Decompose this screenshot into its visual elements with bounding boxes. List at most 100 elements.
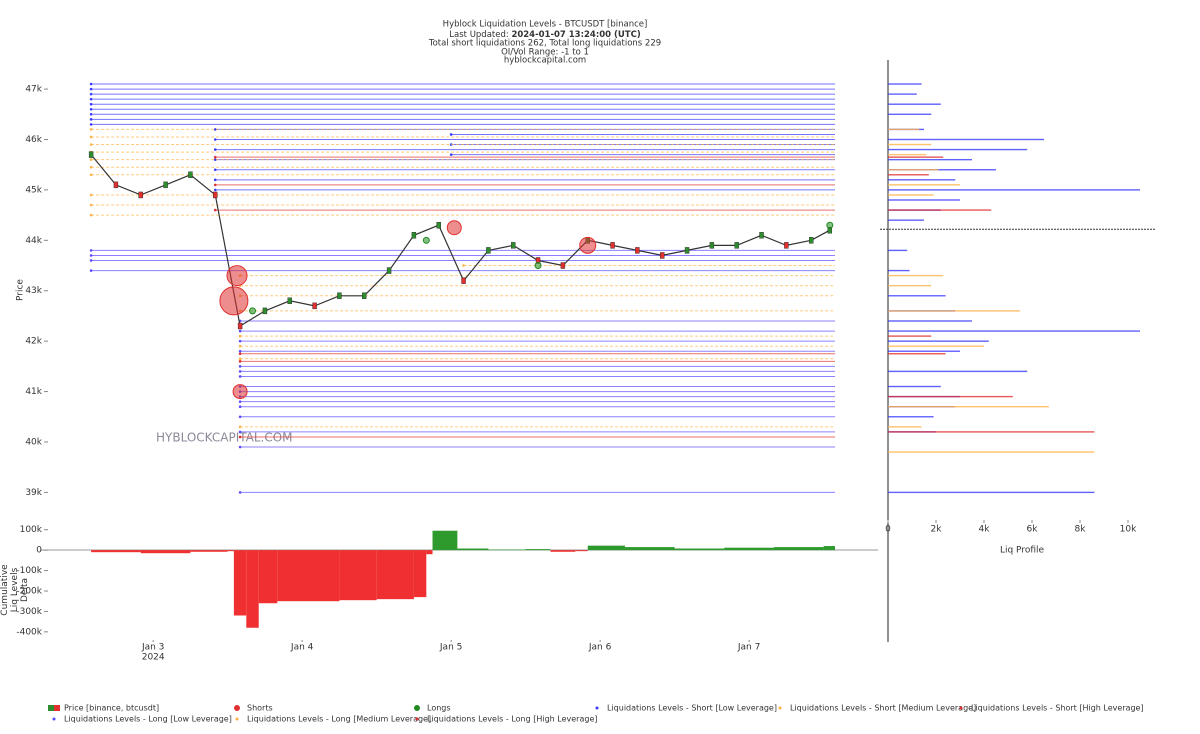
level-dot — [238, 357, 242, 361]
profile-bar — [888, 209, 992, 211]
profile-bar — [888, 189, 1140, 191]
legend-marker — [48, 705, 54, 711]
delta-bar — [227, 550, 234, 552]
level-dot — [449, 153, 453, 156]
profile-bar — [888, 395, 1013, 398]
profile-bar — [888, 284, 932, 287]
y-tick-label: 42k — [25, 337, 42, 347]
level-dot — [89, 135, 93, 139]
profile-bar — [888, 426, 922, 428]
level-dot — [238, 329, 242, 333]
y-tick-label: -300k — [16, 607, 42, 617]
profile-bar — [888, 174, 929, 176]
legend-marker — [415, 717, 419, 721]
y-tick-label: 40k — [25, 437, 42, 447]
x-tick-label: 8k — [1075, 525, 1087, 535]
x-tick-label: 0 — [885, 525, 891, 535]
totals: Total short liquidations 262, Total long… — [428, 39, 661, 49]
profile-bar — [888, 274, 944, 277]
price-candle — [486, 247, 491, 254]
level-dot — [238, 405, 242, 408]
y-axis-title-line: Liq Levels — [10, 567, 20, 612]
profile-bar — [888, 138, 1044, 141]
price-candle — [312, 302, 317, 310]
legend-marker — [234, 705, 240, 711]
price-candle — [560, 262, 566, 269]
level-dot — [238, 334, 242, 338]
delta-bar — [426, 550, 433, 555]
profile-bar — [888, 169, 996, 171]
legend-marker — [414, 705, 420, 711]
level-dot — [89, 112, 93, 116]
level-dot — [89, 82, 93, 86]
source: hyblockcapital.com — [504, 56, 586, 66]
legend-label: Liquidations Levels - Short [Low Leverag… — [607, 704, 777, 713]
x-tick-label: Jan 3 — [141, 643, 164, 653]
bubble — [226, 265, 248, 287]
level-dot — [89, 259, 93, 262]
level-dot — [89, 123, 93, 126]
price-candle — [809, 237, 814, 244]
level-dot — [213, 158, 217, 161]
level-dot — [462, 264, 465, 267]
level-dot — [89, 107, 93, 111]
x-tick-label: Jan 4 — [290, 643, 314, 653]
delta-bar — [587, 545, 625, 551]
legend-label: Liquidations Levels - Long [High Leverag… — [427, 715, 597, 724]
level-dot — [213, 128, 217, 131]
y-axis-title: CumulativeLiq LevelsDelta — [0, 564, 30, 616]
legend-label: Longs — [427, 704, 451, 713]
profile-bar — [888, 103, 941, 105]
price-candle — [213, 191, 218, 199]
x-tick-label: Jan 5 — [439, 643, 462, 653]
level-dot — [238, 360, 242, 363]
x-tick-label: 4k — [979, 525, 991, 535]
y-tick-label: 44k — [25, 236, 42, 246]
profile-bar — [888, 405, 1049, 408]
price-candle — [262, 307, 268, 315]
y-tick-label: 43k — [25, 286, 42, 296]
level-dot — [89, 92, 93, 96]
delta-bar — [413, 550, 427, 598]
delta-bar — [140, 550, 191, 554]
y-tick-label: 39k — [25, 488, 42, 498]
level-dot — [449, 133, 453, 136]
profile-bar — [888, 93, 917, 95]
price-plot — [88, 82, 835, 494]
level-dot — [89, 158, 93, 161]
level-dot — [89, 249, 93, 252]
price-candle — [237, 322, 243, 330]
level-dot — [89, 128, 93, 131]
bubble — [249, 307, 257, 315]
profile-bar — [888, 320, 972, 322]
legend-label: Shorts — [247, 704, 273, 713]
y-axis-title-line: Delta — [20, 578, 30, 602]
legend-marker — [52, 717, 56, 721]
price-candle — [411, 232, 417, 239]
price-candle — [684, 247, 690, 254]
level-dot — [238, 435, 242, 439]
level-dot — [213, 148, 217, 151]
profile-bar — [888, 249, 908, 252]
level-dot — [238, 339, 242, 343]
delta-bar — [457, 548, 489, 551]
y-tick-label: 0 — [36, 546, 42, 556]
profile-bar — [888, 416, 934, 418]
x-tick-label: Jan 6 — [588, 643, 612, 653]
price-candle — [660, 252, 665, 259]
level-dot — [89, 165, 93, 169]
delta-bar — [525, 549, 551, 551]
profile-bar — [888, 269, 910, 272]
x-tick-label: 6k — [1027, 525, 1039, 535]
bubble — [219, 286, 249, 316]
legend-label: Liquidations Levels - Short [High Levera… — [971, 704, 1144, 713]
profile-bar — [888, 451, 1095, 453]
profile-bar — [888, 330, 1140, 332]
price-candle — [113, 181, 119, 189]
y-tick-label: -400k — [16, 627, 42, 637]
price-candle — [436, 221, 441, 229]
price-candle — [784, 242, 789, 249]
delta-bar — [339, 550, 377, 601]
delta-bar — [724, 547, 774, 551]
y-axis-title-line: Cumulative — [0, 564, 10, 616]
